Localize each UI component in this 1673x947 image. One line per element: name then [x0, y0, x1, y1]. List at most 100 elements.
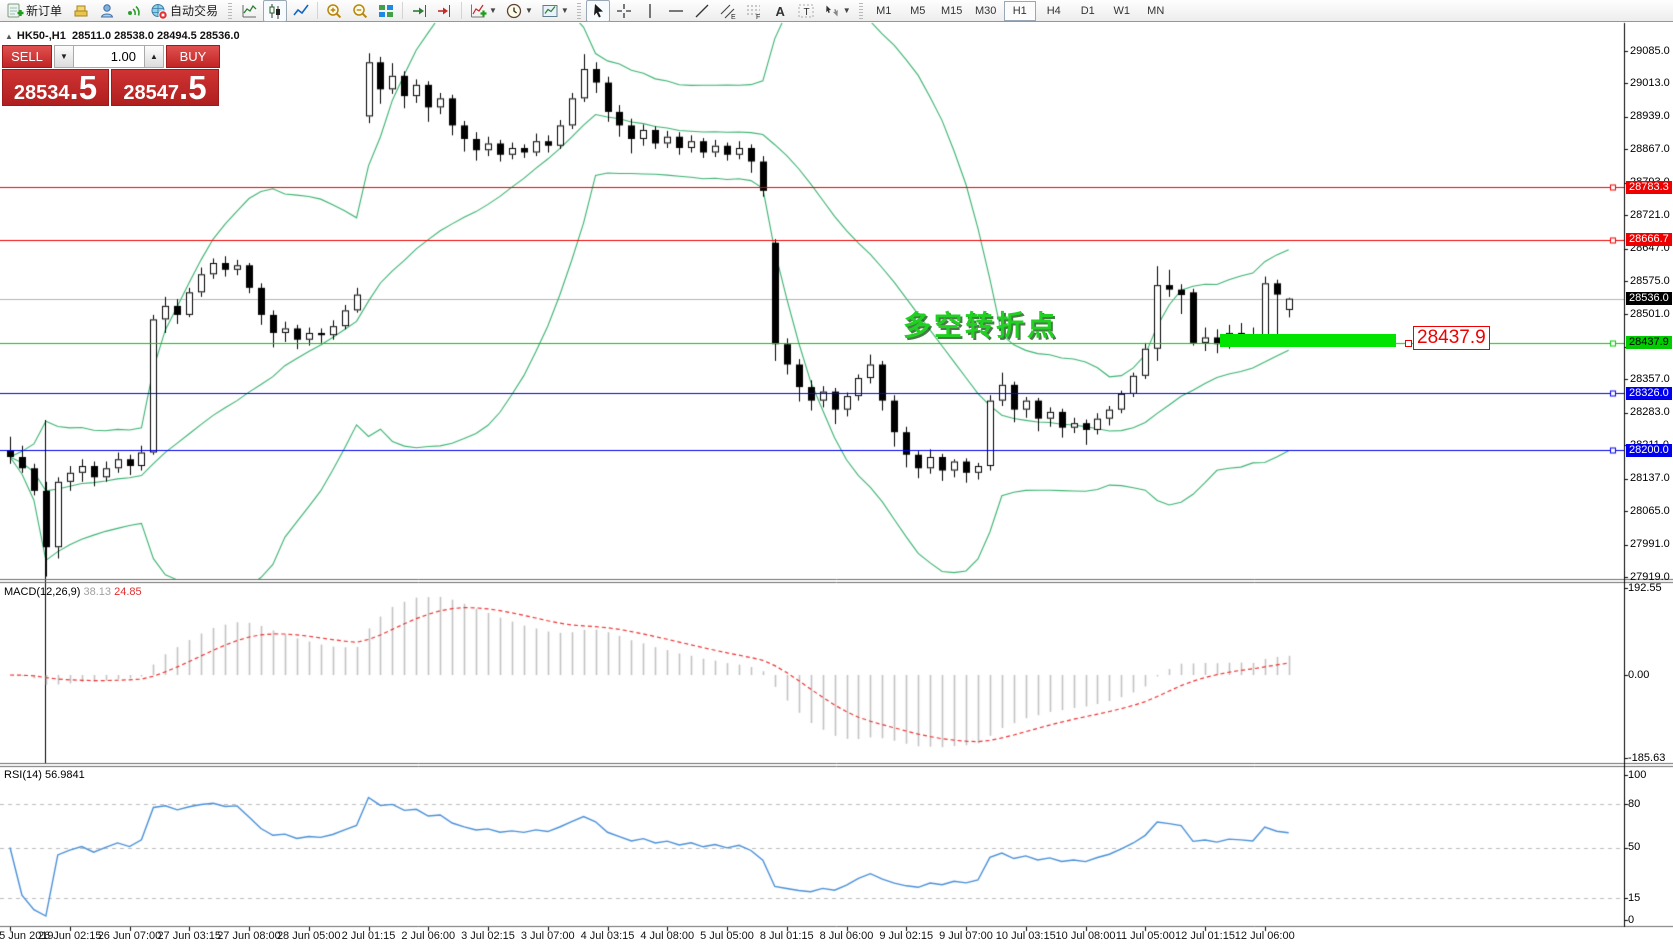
time-axis-label: 28 Jun 05:00	[276, 930, 341, 942]
time-axis-label: 5 Jul 05:00	[700, 930, 754, 942]
zoom-out-icon	[351, 2, 369, 20]
timeframe-d1[interactable]: D1	[1080, 4, 1095, 17]
timeframe-mn[interactable]: MN	[1147, 4, 1165, 17]
cursor-tool[interactable]	[585, 0, 610, 22]
vline-icon	[641, 2, 659, 20]
price-axis-tick: 28357.0	[1630, 372, 1670, 385]
candlestick-chart-button[interactable]	[263, 0, 288, 22]
chevron-down-icon[interactable]: ▼	[842, 6, 851, 15]
timeframe-m30[interactable]: M30	[975, 4, 997, 17]
chart-shift-button[interactable]	[433, 0, 457, 22]
indicators-button[interactable]: ▼	[466, 0, 500, 22]
new-order-button[interactable]: 新订单	[3, 0, 67, 22]
periods-button[interactable]: ▼	[502, 0, 536, 22]
auto-trading-button[interactable]: 自动交易	[147, 0, 223, 22]
templates-button[interactable]: ▼	[538, 0, 572, 22]
horizontal-line-tool[interactable]	[664, 0, 688, 22]
cursor-icon	[589, 2, 607, 20]
price-axis-tick: 28283.0	[1630, 406, 1670, 419]
signals-button[interactable]	[121, 0, 145, 22]
price-axis-tick: 29085.0	[1630, 44, 1670, 57]
time-axis-label: 2 Jul 06:00	[401, 930, 456, 942]
zoom-out-button[interactable]	[348, 0, 372, 22]
tile-windows-button[interactable]	[374, 0, 398, 22]
fibonacci-tool[interactable]: F	[742, 0, 766, 22]
toolbar-separator	[402, 2, 404, 19]
text-label-tool[interactable]: T	[794, 0, 818, 22]
indicators-icon	[469, 2, 487, 20]
auto-trading-button-label: 自动交易	[170, 4, 219, 18]
price-axis-tick: 28065.0	[1630, 504, 1670, 517]
svg-text:F: F	[756, 14, 760, 20]
textA-icon: A	[771, 2, 789, 20]
trendline-tool[interactable]	[690, 0, 714, 22]
time-axis-label: 8 Jul 06:00	[819, 930, 874, 942]
bid-price-label: 28536.0	[1626, 292, 1672, 306]
price-axis-tick: 29013.0	[1630, 76, 1670, 89]
line-chart-button[interactable]	[289, 0, 313, 22]
deposit-button[interactable]	[69, 0, 93, 22]
new-order-icon	[6, 2, 24, 20]
time-axis-label: 26 Jun 02:15	[37, 930, 102, 942]
signal-icon	[124, 2, 142, 20]
zoom-in-button[interactable]	[322, 0, 346, 22]
sell-button[interactable]: SELL	[2, 45, 52, 68]
highlight-rectangle[interactable]	[1220, 334, 1396, 347]
bid-price-display[interactable]: 28534.5	[2, 69, 109, 106]
macd-axis-tick: 192.55	[1628, 581, 1662, 594]
equidistant-channel-tool[interactable]: E	[716, 0, 740, 22]
timeframe-h1[interactable]: H1	[1003, 0, 1036, 21]
price-axis-tick: 28721.0	[1630, 208, 1670, 221]
text-tool[interactable]: A	[768, 0, 792, 22]
time-axis-label: 11 Jul 05:00	[1115, 930, 1175, 942]
vertical-line-tool[interactable]	[638, 0, 662, 22]
candles-icon	[266, 2, 284, 20]
timeframe-m1[interactable]: M1	[876, 4, 892, 17]
timeframe-m5[interactable]: M5	[910, 4, 926, 17]
crosshair-tool[interactable]	[612, 0, 636, 22]
timeframe-m15[interactable]: M15	[941, 4, 963, 17]
channel-icon: E	[719, 2, 737, 20]
chevron-down-icon[interactable]: ▼	[489, 6, 497, 15]
volume-input[interactable]: 1.00	[74, 45, 144, 68]
time-axis-label: 3 Jul 02:15	[461, 930, 515, 942]
time-axis-label: 4 Jul 08:00	[640, 930, 695, 942]
rsi-indicator-label: RSI(14) 56.9841	[4, 769, 85, 781]
arrows-tool[interactable]: ▼	[820, 0, 854, 22]
timeframe-w1[interactable]: W1	[1113, 4, 1130, 17]
buy-button[interactable]: BUY	[166, 45, 220, 68]
time-axis-label: 9 Jul 07:00	[939, 930, 993, 942]
profile-button[interactable]	[95, 0, 119, 22]
new-order-button-label: 新订单	[26, 4, 63, 18]
clock-icon	[505, 2, 523, 20]
macd-indicator-label: MACD(12,26,9) 38.13 24.85	[4, 586, 142, 598]
auto-scroll-button[interactable]	[407, 0, 431, 22]
zoom-in-icon	[325, 2, 343, 20]
price-axis-tick: 27919.0	[1630, 570, 1670, 583]
tick-chart-button[interactable]	[237, 0, 261, 22]
template-icon	[541, 2, 559, 20]
rsi-axis-tick: 100	[1628, 768, 1647, 781]
time-axis-label: 25 Jun 2019	[0, 930, 54, 942]
symbol-period-label: HK50-,H1	[16, 30, 66, 42]
fibo-icon: F	[745, 2, 763, 20]
chevron-down-icon[interactable]: ▼	[560, 6, 569, 15]
autoscroll-icon	[410, 2, 428, 20]
price-axis-tick: 28939.0	[1630, 110, 1670, 123]
price-callout-label[interactable]: 28437.9	[1413, 326, 1490, 350]
chart-text-annotation: 多空转折点	[903, 310, 1059, 341]
time-axis-label: 8 Jul 01:15	[759, 930, 814, 942]
collapse-panel-icon[interactable]: ▲	[5, 32, 13, 41]
autotrade-icon	[150, 2, 168, 20]
timeframe-h4[interactable]: H4	[1046, 4, 1061, 17]
ask-price-frac: .5	[179, 69, 207, 106]
price-callout-handle[interactable]	[1405, 340, 1412, 347]
ask-price-display[interactable]: 28547.5	[111, 69, 219, 106]
volume-decrease-button[interactable]: ▼	[54, 45, 74, 68]
volume-increase-button[interactable]: ▲	[144, 45, 164, 68]
arrows-icon	[823, 2, 841, 20]
trend-icon	[693, 2, 711, 20]
chevron-down-icon[interactable]: ▼	[524, 6, 533, 15]
price-axis-tick: 27991.0	[1630, 538, 1670, 551]
